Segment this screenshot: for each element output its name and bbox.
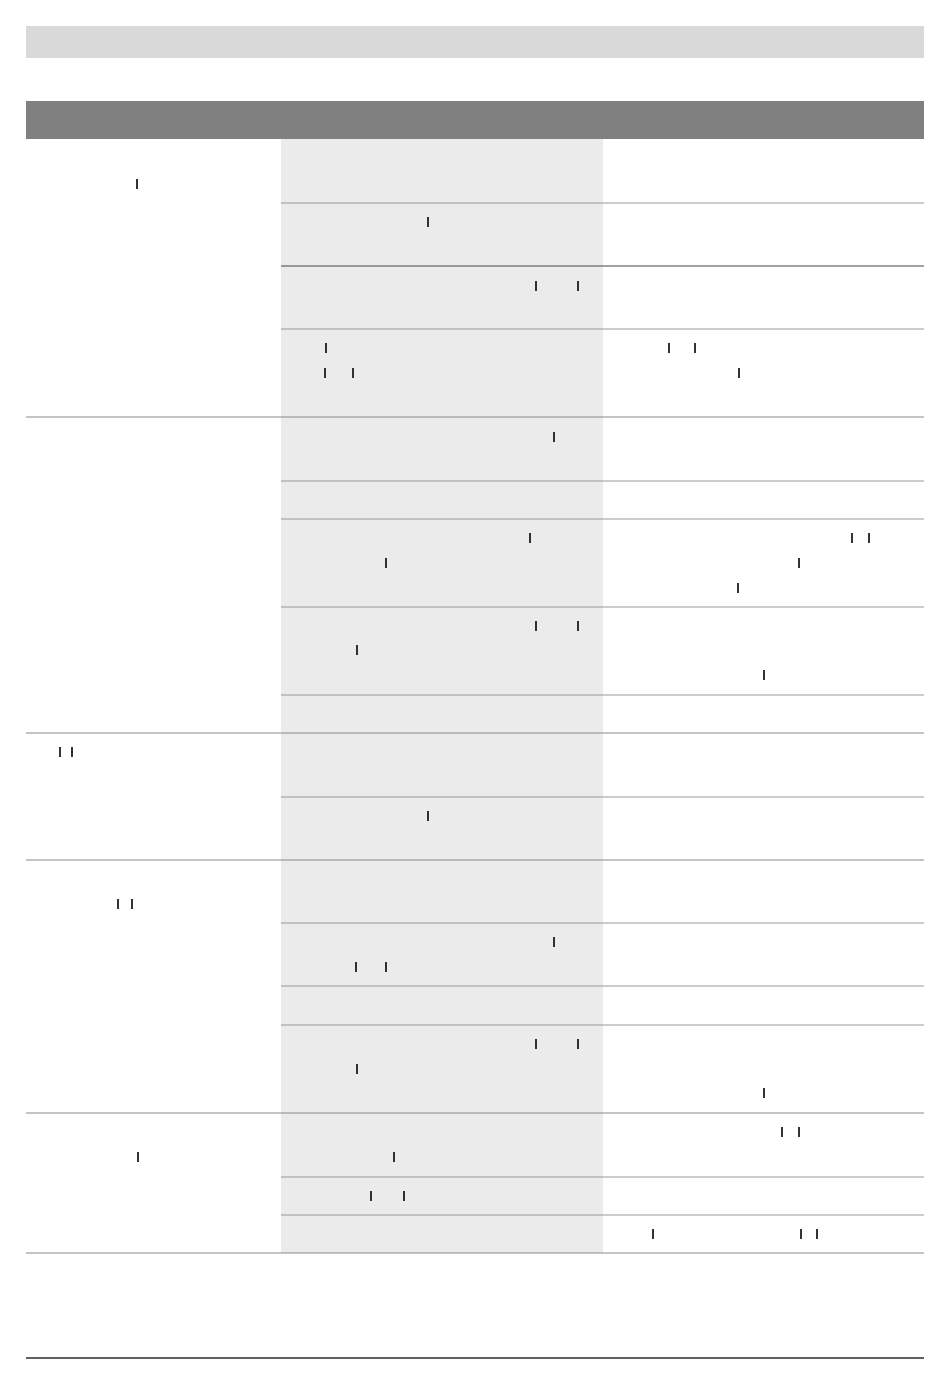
top-bar [26,26,924,58]
table-header [26,101,924,139]
shaded-column [281,139,603,1253]
